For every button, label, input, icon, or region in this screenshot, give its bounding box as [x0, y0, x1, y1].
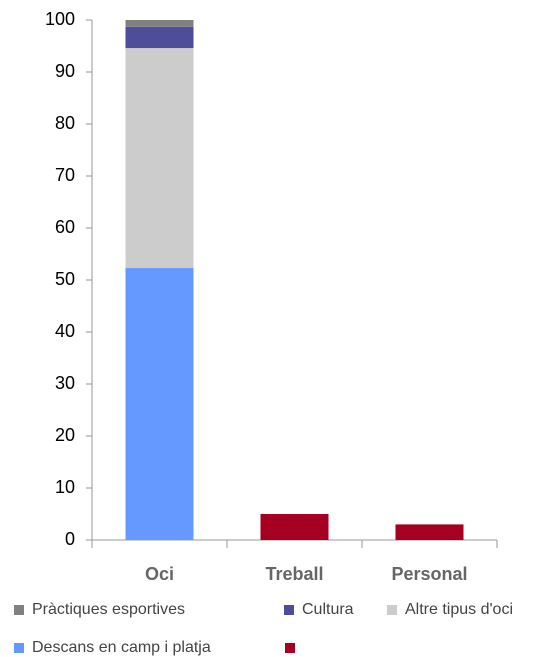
legend-swatch — [387, 605, 397, 615]
bar-segment — [125, 48, 194, 269]
legend-label: Pràctiques esportives — [32, 601, 185, 618]
y-tick-label: 40 — [55, 321, 75, 341]
bar-segment — [125, 26, 194, 49]
bar-segment — [260, 514, 329, 540]
y-tick-label: 20 — [55, 425, 75, 445]
legend-swatch — [284, 605, 294, 615]
legend-label: Descans en camp i platja — [32, 639, 211, 656]
bar-segment — [125, 268, 194, 540]
x-tick-label: Oci — [145, 564, 174, 584]
y-tick-label: 0 — [65, 529, 75, 549]
x-tick-label: Personal — [391, 564, 467, 584]
y-tick-label: 30 — [55, 373, 75, 393]
y-tick-label: 50 — [55, 269, 75, 289]
y-tick-label: 10 — [55, 477, 75, 497]
legend-label: Altre tipus d'oci — [405, 601, 513, 618]
bar-segment — [395, 524, 464, 540]
legend-swatch — [285, 643, 295, 653]
x-tick-label: Treball — [265, 564, 323, 584]
y-tick-label: 100 — [45, 9, 75, 29]
legend-swatch — [14, 643, 24, 653]
y-tick-label: 60 — [55, 217, 75, 237]
bar-segment — [125, 20, 194, 27]
y-tick-label: 80 — [55, 113, 75, 133]
y-tick-label: 70 — [55, 165, 75, 185]
legend-swatch — [14, 605, 24, 615]
y-tick-label: 90 — [55, 61, 75, 81]
legend-label: Cultura — [302, 601, 354, 618]
